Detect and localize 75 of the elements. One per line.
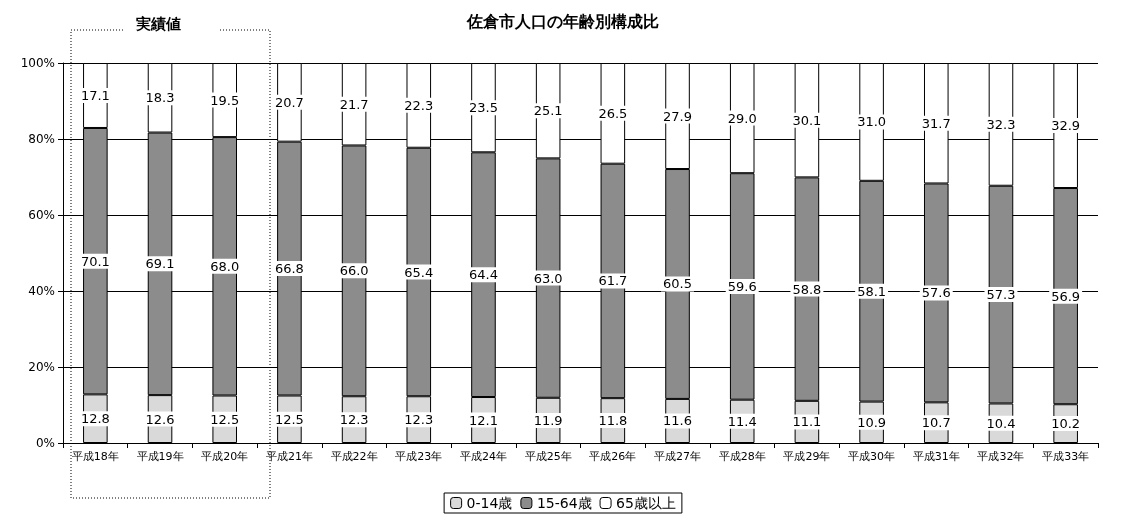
data-label: 12.3: [404, 412, 434, 428]
x-tick-label: 平成29年: [783, 450, 831, 463]
chart-title: 佐倉市人口の年齢別構成比: [466, 11, 659, 31]
data-label: 12.8: [80, 411, 110, 427]
x-tick-label: 平成18年: [71, 450, 119, 463]
y-tick-label: 40%: [28, 284, 55, 298]
x-tick-label: 平成31年: [912, 450, 960, 463]
x-tick-label: 平成28年: [718, 450, 766, 463]
x-tick-label: 平成20年: [201, 450, 249, 463]
data-label: 60.5: [663, 276, 693, 292]
data-label: 69.1: [145, 256, 175, 272]
data-label: 11.9: [533, 412, 563, 428]
x-tick-label: 平成33年: [1042, 450, 1090, 463]
data-label: 64.4: [468, 267, 498, 283]
y-tick-label: 20%: [28, 360, 55, 374]
data-label: 70.1: [80, 253, 110, 269]
x-tick-label: 平成19年: [136, 450, 184, 463]
y-tick-label: 0%: [35, 436, 55, 450]
data-label: 12.3: [339, 412, 369, 428]
data-label: 30.1: [792, 112, 822, 128]
data-label: 11.1: [792, 414, 822, 430]
data-label: 22.3: [404, 97, 434, 113]
legend-label: 65歳以上: [616, 495, 676, 511]
data-label: 11.8: [598, 413, 628, 429]
data-label: 21.7: [339, 96, 369, 112]
data-label: 23.5: [468, 100, 498, 116]
data-label: 20.7: [274, 94, 304, 110]
data-label: 31.0: [857, 114, 887, 130]
legend-label: 15-64歳: [536, 495, 592, 511]
data-label: 17.1: [80, 87, 110, 103]
data-label: 57.3: [986, 287, 1016, 303]
data-label: 58.8: [792, 281, 822, 297]
data-label: 59.6: [727, 278, 757, 294]
data-label: 12.1: [468, 412, 498, 428]
data-label: 19.5: [210, 92, 240, 108]
data-label: 66.8: [274, 261, 304, 277]
data-label: 63.0: [533, 270, 563, 286]
x-tick-label: 平成24年: [459, 450, 507, 463]
y-tick-label: 60%: [28, 208, 55, 222]
data-label: 32.3: [986, 116, 1016, 132]
data-label: 10.9: [857, 414, 887, 430]
data-label: 10.2: [1051, 416, 1081, 432]
x-tick-label: 平成26年: [589, 450, 637, 463]
data-label: 12.5: [274, 411, 304, 427]
data-label: 57.6: [921, 285, 951, 301]
data-label: 11.4: [727, 413, 757, 429]
x-tick-label: 平成32年: [977, 450, 1025, 463]
data-label: 65.4: [404, 264, 434, 280]
x-tick-label: 平成30年: [848, 450, 896, 463]
data-label: 61.7: [598, 273, 628, 289]
data-label: 32.9: [1051, 118, 1081, 134]
y-tick-label: 100%: [20, 56, 55, 70]
x-tick-label: 平成25年: [524, 450, 572, 463]
x-tick-label: 平成22年: [330, 450, 378, 463]
data-label: 68.0: [210, 258, 240, 274]
y-tick-label: 80%: [28, 132, 55, 146]
legend-label: 0-14歳: [466, 495, 513, 511]
text: 実績値: [135, 14, 181, 33]
data-label: 58.1: [857, 283, 887, 299]
data-label: 27.9: [663, 108, 693, 124]
data-label: 25.1: [533, 103, 563, 119]
data-label: 29.0: [727, 110, 757, 126]
x-tick-label: 平成27年: [654, 450, 702, 463]
data-label: 11.6: [663, 413, 693, 429]
data-label: 12.5: [210, 411, 240, 427]
data-label: 10.4: [986, 415, 1016, 431]
data-label: 56.9: [1051, 288, 1081, 304]
data-label: 31.7: [921, 115, 951, 131]
data-label: 10.7: [921, 415, 951, 431]
data-label: 66.0: [339, 263, 369, 279]
data-label: 18.3: [145, 90, 175, 106]
x-tick-label: 平成23年: [395, 450, 443, 463]
data-label: 26.5: [598, 105, 628, 121]
x-tick-label: 平成21年: [265, 450, 313, 463]
data-label: 12.6: [145, 411, 175, 427]
